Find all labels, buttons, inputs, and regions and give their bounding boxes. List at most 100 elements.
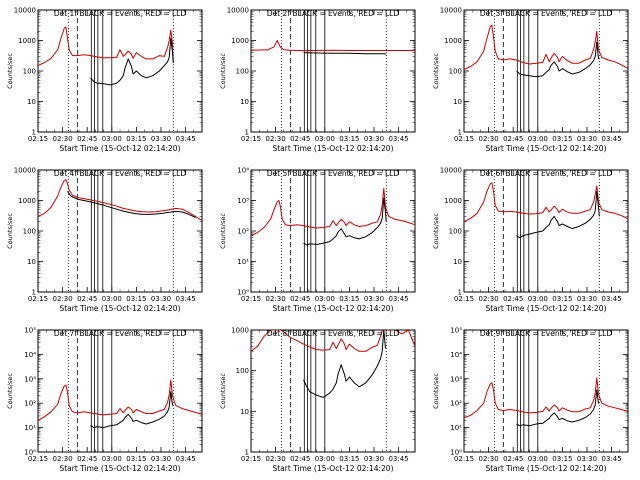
x-tick-label: 02:45: [77, 455, 97, 463]
x-tick-label: 03:00: [315, 455, 335, 463]
x-tick-label: 02:45: [77, 295, 97, 303]
y-tick-label: 1: [245, 129, 249, 137]
x-tick-label: 02:30: [53, 135, 73, 143]
lld-series-line: [38, 179, 202, 222]
chart-panel: 10⁰ 10¹ 10² 10³ 10⁴ 10⁵ 02:15 02:30 02:45 03:00 03…: [432, 327, 629, 473]
y-tick-label: 10²: [450, 400, 462, 408]
x-axis-label: Start Time (15-Oct-12 02:14:20): [272, 144, 393, 153]
chart-panel: 1 10 100 1000 10000 02:15 02:30 02:45 03:00 03:15…: [6, 167, 203, 313]
x-tick-label: 03:15: [339, 135, 359, 143]
events-series-line: [90, 391, 173, 429]
y-tick-label: 10: [453, 98, 462, 106]
x-axis-label: Start Time (15-Oct-12 02:14:20): [272, 464, 393, 473]
x-tick-label: 02:15: [28, 455, 48, 463]
y-tick-label: 10³: [237, 197, 249, 205]
x-axis-label: Start Time (15-Oct-12 02:14:20): [485, 144, 606, 153]
x-tick-label: 02:30: [266, 135, 286, 143]
events-series-line: [303, 197, 387, 246]
lld-series-line: [464, 24, 628, 71]
chart-panel: 1 10 100 1000 10000 02:15 02:30 02:45 03:00 03:15…: [432, 167, 629, 313]
y-tick-label: 10²: [237, 228, 249, 236]
x-tick-label: 03:15: [552, 455, 572, 463]
events-series-line: [516, 41, 599, 78]
x-tick-label: 02:30: [266, 455, 286, 463]
y-tick-label: 10: [27, 258, 36, 266]
x-tick-label: 03:30: [364, 135, 384, 143]
y-tick-label: 1000: [444, 197, 462, 205]
y-tick-label: 10³: [24, 375, 36, 383]
x-axis-label: Start Time (15-Oct-12 02:14:20): [59, 144, 180, 153]
y-axis-label: Counts/sec: [6, 373, 14, 409]
chart-title: Det 8f BLACK = Events, RED = LLD: [267, 329, 400, 338]
x-tick-label: 03:30: [364, 455, 384, 463]
y-tick-label: 1000: [231, 37, 249, 45]
events-series-line: [303, 330, 386, 398]
x-axis-label: Start Time (15-Oct-12 02:14:20): [59, 304, 180, 313]
plot-frame: [37, 9, 203, 133]
y-tick-label: 10000: [440, 7, 462, 15]
x-tick-label: 03:30: [364, 295, 384, 303]
x-tick-label: 03:15: [339, 455, 359, 463]
x-tick-label: 03:30: [577, 135, 597, 143]
chart-panel: 10⁰ 10¹ 10² 10³ 10⁴ 10⁵ 02:15 02:30 02:45 03:00 03…: [6, 327, 203, 473]
chart-panel: 1 10 100 1000 02:15 02:30 02:45 03:00 03:15 03:30…: [219, 327, 416, 473]
y-tick-label: 10¹: [24, 424, 36, 432]
lld-series-line: [38, 26, 174, 67]
x-tick-label: 03:45: [602, 295, 622, 303]
y-tick-label: 1: [458, 289, 462, 297]
y-tick-label: 10: [27, 98, 36, 106]
y-tick-label: 10000: [14, 7, 36, 15]
plot-frame: [250, 329, 416, 453]
y-axis-label: Counts/sec: [6, 53, 14, 89]
x-tick-label: 02:30: [479, 295, 499, 303]
x-axis-label: Start Time (15-Oct-12 02:14:20): [485, 464, 606, 473]
y-axis-label: Counts/sec: [219, 53, 227, 89]
chart-title: Det 2f BLACK = Events, RED = LLD: [267, 9, 400, 18]
x-tick-label: 03:30: [577, 455, 597, 463]
x-tick-label: 03:45: [176, 455, 196, 463]
x-tick-label: 03:00: [528, 455, 548, 463]
y-tick-label: 100: [236, 68, 249, 76]
x-tick-label: 03:30: [151, 295, 171, 303]
x-tick-label: 02:30: [479, 455, 499, 463]
events-series-line: [303, 52, 387, 55]
y-axis-label: Counts/sec: [219, 373, 227, 409]
y-tick-label: 100: [23, 68, 36, 76]
y-tick-label: 10000: [227, 7, 249, 15]
chart-title: Det 7f BLACK = Events, RED = LLD: [54, 329, 187, 338]
y-tick-label: 1000: [18, 197, 36, 205]
y-tick-label: 100: [23, 228, 36, 236]
x-tick-label: 03:15: [552, 135, 572, 143]
events-series-line: [90, 37, 174, 86]
y-tick-label: 10: [240, 98, 249, 106]
y-tick-label: 10¹: [237, 258, 249, 266]
y-tick-label: 10⁴: [450, 351, 462, 359]
x-tick-label: 02:15: [454, 295, 474, 303]
lld-series-line: [38, 379, 202, 421]
x-tick-label: 03:00: [102, 295, 122, 303]
chart-title: Det 6f BLACK = Events, RED = LLD: [480, 169, 613, 178]
y-tick-label: 10: [453, 258, 462, 266]
events-series-line: [516, 190, 600, 239]
y-tick-label: 10000: [14, 167, 36, 175]
x-tick-label: 02:45: [503, 135, 523, 143]
y-tick-label: 100: [236, 367, 249, 375]
x-axis-label: Start Time (15-Oct-12 02:14:20): [272, 304, 393, 313]
y-tick-label: 10⁰: [24, 449, 36, 457]
y-tick-label: 10000: [440, 167, 462, 175]
y-tick-label: 10⁰: [237, 289, 249, 297]
chart-panel: 10⁰ 10¹ 10² 10³ 10⁴ 02:15 02:30 02:45 03:00 03:15…: [219, 167, 416, 313]
y-tick-label: 100: [449, 228, 462, 236]
x-tick-label: 02:15: [241, 135, 261, 143]
y-tick-label: 1: [32, 129, 36, 137]
lld-series-line: [251, 40, 415, 51]
chart-title: Det 1f BLACK = Events, RED = LLD: [54, 9, 187, 18]
y-tick-label: 1: [458, 129, 462, 137]
plot-frame: [37, 169, 203, 293]
x-tick-label: 03:45: [176, 295, 196, 303]
x-tick-label: 02:30: [479, 135, 499, 143]
x-tick-label: 02:15: [241, 455, 261, 463]
y-tick-label: 10³: [450, 375, 462, 383]
chart-panel: 1 10 100 1000 10000 02:15 02:30 02:45 03:00 03:15…: [432, 7, 629, 153]
y-tick-label: 1: [32, 289, 36, 297]
